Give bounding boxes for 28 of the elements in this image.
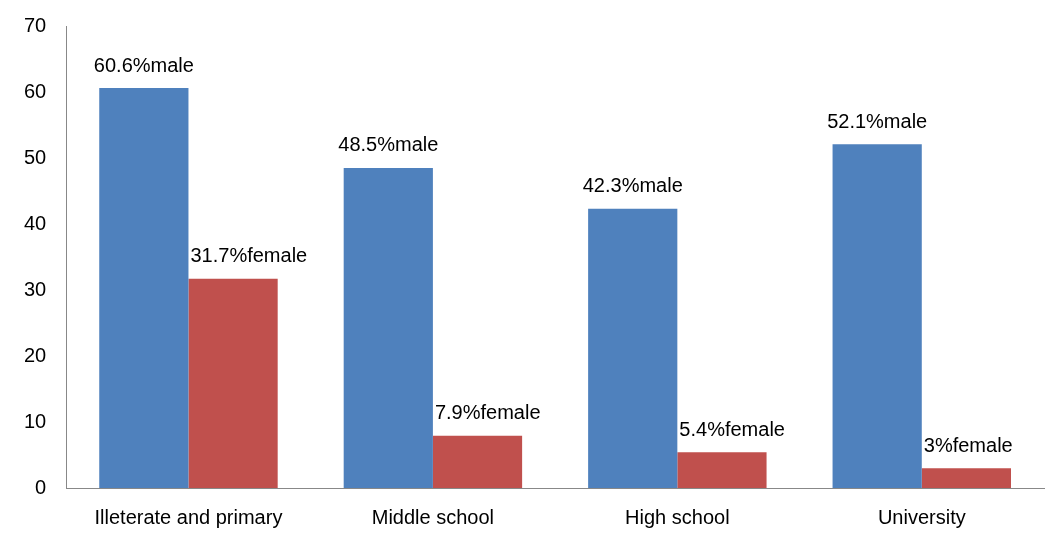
x-tick-label: Middle school [371,505,495,528]
data-label: 48.5%male [338,133,439,156]
data-label: 42.3%male [582,174,683,197]
bar [588,208,678,488]
y-tick-label: 10 [24,409,47,432]
data-label: 31.7%female [190,244,308,267]
y-tick-label: 0 [35,475,47,498]
bar [188,278,278,488]
y-tick-label: 60 [24,79,47,102]
bar [677,452,767,488]
bar [99,88,189,488]
x-tick-label: High school [625,505,730,528]
y-tick-label: 40 [24,211,47,234]
data-label: 3%female [923,433,1013,456]
x-tick-label: Illeterate and primary [94,505,283,528]
bar [432,435,523,488]
data-label: 52.1%male [827,109,928,132]
y-tick-label: 50 [24,145,47,168]
y-tick-label: 30 [24,277,47,300]
bar [832,144,922,488]
bar [921,468,1011,488]
y-tick-label: 20 [24,343,47,366]
bar [343,167,433,488]
x-tick-label: University [877,505,966,528]
y-tick-label: 70 [24,13,47,36]
data-label: 5.4%female [679,417,785,440]
data-label: 60.6%male [93,53,194,76]
data-label: 7.9%female [434,401,541,424]
